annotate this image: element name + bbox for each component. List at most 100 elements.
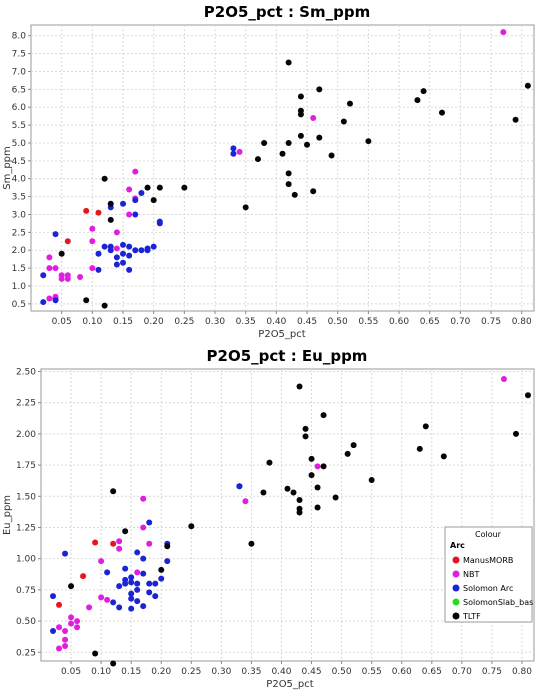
data-point-nbt xyxy=(62,628,69,635)
data-point-solomon-arc xyxy=(116,604,123,611)
data-point-tltf xyxy=(340,118,347,125)
data-point-tltf xyxy=(297,111,304,118)
data-point-tltf xyxy=(365,138,372,145)
y-tick-label: 1.25 xyxy=(16,523,36,533)
data-point-solomon-arc xyxy=(134,549,141,556)
data-point-tltf xyxy=(320,463,327,470)
data-point-solomon-arc xyxy=(62,550,69,557)
chart-2-plot-area xyxy=(40,368,535,662)
y-tick-label: 3.5 xyxy=(12,193,26,203)
data-point-manusmorb xyxy=(95,209,102,216)
data-point-tltf xyxy=(242,204,249,211)
data-point-tltf xyxy=(83,297,90,304)
data-point-nbt xyxy=(89,225,96,232)
data-point-solomon-arc xyxy=(146,589,153,596)
data-point-tltf xyxy=(316,134,323,141)
data-point-solomon-arc xyxy=(120,259,127,266)
data-point-nbt xyxy=(58,275,65,282)
data-point-tltf xyxy=(285,59,292,66)
legend-items: ManusMORB NBT Solomon Arc SolomonSlab_bas TL… xyxy=(452,556,533,621)
y-tick-label: 1.75 xyxy=(16,461,36,471)
data-point-tltf xyxy=(310,188,317,195)
data-point-tltf xyxy=(302,425,309,432)
data-point-solomon-arc xyxy=(144,247,151,254)
data-point-solomon-arc xyxy=(236,483,243,490)
legend-marker-solomonslab-bas xyxy=(452,598,460,606)
data-point-nbt xyxy=(68,614,75,621)
x-tick-label: 0.05 xyxy=(52,317,72,327)
data-point-nbt xyxy=(46,295,53,302)
data-point-tltf xyxy=(297,132,304,139)
data-point-nbt xyxy=(98,558,105,565)
data-point-solomon-arc xyxy=(152,580,159,587)
data-point-tltf xyxy=(101,302,108,309)
data-point-tltf xyxy=(181,184,188,191)
y-tick-label: 2.5 xyxy=(12,228,26,238)
chart-1: P2O5_pct : Sm_ppm 0.05 0.10 0.15 0.20 0.25 0.… xyxy=(2,3,535,340)
legend-marker-nbt xyxy=(452,570,460,578)
data-point-tltf xyxy=(524,392,531,399)
data-point-tltf xyxy=(332,494,339,501)
data-point-tltf xyxy=(346,100,353,107)
data-point-manusmorb xyxy=(92,539,99,546)
data-point-tltf xyxy=(414,97,421,104)
chart-1-x-axis-label: P2O5_pct xyxy=(258,329,305,340)
x-tick-label: 0.25 xyxy=(174,317,194,327)
chart-2-x-axis-label: P2O5_pct xyxy=(266,679,313,690)
data-point-tltf xyxy=(107,200,114,207)
y-tick-label: 1.50 xyxy=(16,492,36,502)
data-point-tltf xyxy=(296,497,303,504)
data-point-solomon-arc xyxy=(95,250,102,257)
data-point-tltf xyxy=(320,412,327,419)
chart-1-y-axis-label: Sm_ppm xyxy=(2,146,13,190)
x-tick-label: 0.35 xyxy=(236,317,256,327)
data-point-nbt xyxy=(113,229,120,236)
legend-label-solomon-arc: Solomon Arc xyxy=(463,584,513,593)
x-tick-label: 0.75 xyxy=(482,667,502,677)
data-point-solomon-arc xyxy=(120,250,127,257)
data-point-solomon-arc xyxy=(230,150,237,157)
y-tick-label: 1.0 xyxy=(12,282,27,292)
data-point-solomon-arc xyxy=(134,598,141,605)
data-point-solomon-arc xyxy=(113,254,120,261)
data-point-tltf xyxy=(156,184,163,191)
data-point-nbt xyxy=(146,540,153,547)
legend-title: Colour xyxy=(475,530,502,539)
chart-1-title: P2O5_pct : Sm_ppm xyxy=(204,3,370,21)
y-tick-label: 0.75 xyxy=(16,586,36,596)
data-point-tltf xyxy=(308,472,315,479)
chart-2-y-ticks: 0.25 0.50 0.75 1.00 1.25 1.50 1.75 2.00 2.25 2.50 xyxy=(16,367,41,658)
data-point-nbt xyxy=(140,524,147,531)
data-point-solomon-arc xyxy=(132,247,139,254)
y-tick-label: 6.5 xyxy=(12,85,26,95)
x-tick-label: 0.40 xyxy=(266,317,286,327)
data-point-solomon-arc xyxy=(116,583,123,590)
data-point-tltf xyxy=(438,109,445,116)
data-point-solomon-arc xyxy=(140,603,147,610)
data-point-tltf xyxy=(344,450,351,457)
legend-marker-manusmorb xyxy=(452,556,460,564)
data-point-solomon-arc xyxy=(134,586,141,593)
x-tick-label: 0.55 xyxy=(358,317,378,327)
data-point-solomon-arc xyxy=(104,569,111,576)
data-point-nbt xyxy=(113,245,120,252)
data-point-tltf xyxy=(524,82,531,89)
data-point-nbt xyxy=(236,148,243,155)
x-tick-label: 0.20 xyxy=(151,667,171,677)
data-point-tltf xyxy=(58,250,65,257)
data-point-manusmorb xyxy=(80,573,87,580)
x-tick-label: 0.80 xyxy=(512,317,532,327)
data-point-nbt xyxy=(98,594,105,601)
data-point-tltf xyxy=(254,156,261,163)
data-point-solomon-arc xyxy=(40,272,47,279)
x-tick-label: 0.50 xyxy=(332,667,352,677)
chart-1-x-ticks: 0.05 0.10 0.15 0.20 0.25 0.30 0.35 0.40 0.45 0.50… xyxy=(52,311,532,327)
data-point-solomon-arc xyxy=(134,580,141,587)
x-tick-label: 0.05 xyxy=(61,667,81,677)
data-point-nbt xyxy=(116,545,123,552)
data-point-tltf xyxy=(279,150,286,157)
legend-label-tltf: TLTF xyxy=(462,612,481,621)
data-point-tltf xyxy=(350,442,357,449)
data-point-tltf xyxy=(92,650,99,657)
data-point-solomon-arc xyxy=(128,590,135,597)
